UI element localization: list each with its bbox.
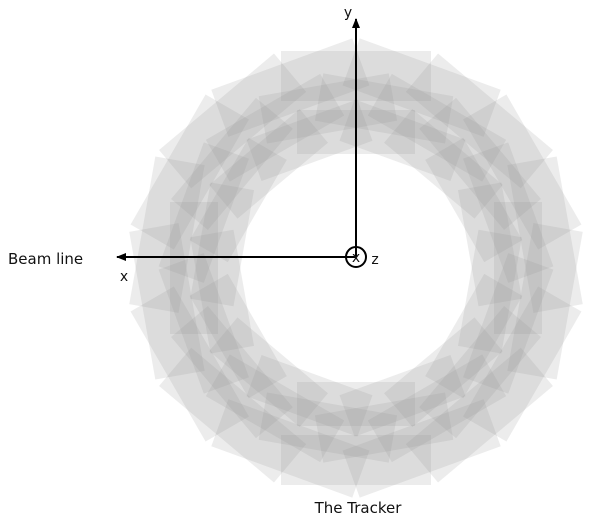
tracker-module — [209, 317, 328, 427]
tracker-module — [425, 137, 523, 263]
tracker-module — [342, 38, 501, 137]
tracker-module — [463, 286, 582, 442]
tracker-module — [171, 97, 293, 230]
tracker-module — [129, 223, 205, 380]
tracker-module — [458, 182, 522, 307]
tracker-ring — [129, 38, 583, 498]
tracker-module — [281, 435, 431, 485]
tracker-module — [258, 73, 398, 144]
tracker-module — [211, 399, 370, 498]
tracker-module — [507, 156, 583, 313]
coordinate-axes: x — [116, 18, 367, 268]
tracker-module — [458, 229, 522, 354]
tracker-module — [246, 99, 373, 182]
tracker-module — [171, 306, 293, 439]
tracker-module — [159, 347, 307, 483]
tracker-module — [190, 182, 254, 307]
tracker-module — [405, 53, 553, 189]
tracker-module — [246, 354, 373, 437]
tracker-module — [205, 73, 345, 182]
z-axis-circle — [345, 246, 367, 268]
tracker-module — [158, 253, 249, 394]
tracker-module — [384, 317, 503, 427]
tracker-module — [405, 347, 553, 483]
tracker-module — [463, 94, 582, 250]
tracker-module — [189, 137, 287, 263]
tracker-title: The Tracker — [314, 499, 403, 517]
z-axis-label: z — [371, 252, 378, 268]
tracker-module — [339, 99, 466, 182]
tracker-module — [367, 73, 507, 182]
tracker-module — [129, 156, 205, 313]
beam-line-label: Beam line — [8, 250, 83, 268]
tracker-module — [342, 399, 501, 498]
tracker-module — [130, 94, 249, 250]
tracker-module — [159, 53, 307, 189]
z-axis-marker: x — [352, 250, 360, 266]
tracker-module — [339, 354, 466, 437]
tracker-module — [205, 354, 345, 463]
tracker-module — [130, 286, 249, 442]
tracker-module — [494, 202, 542, 334]
tracker-module — [419, 97, 541, 230]
tracker-module — [419, 306, 541, 439]
x-axis-label: x — [120, 269, 128, 285]
tracker-module — [211, 38, 370, 137]
tracker-module — [209, 109, 328, 219]
y-axis-label: y — [344, 5, 352, 21]
tracker-module — [463, 142, 554, 283]
tracker-module — [258, 392, 398, 463]
tracker-module — [314, 392, 454, 463]
tracker-module — [507, 223, 583, 380]
tracker-module — [190, 229, 254, 354]
tracker-module — [189, 273, 287, 399]
tracker-module — [463, 253, 554, 394]
tracker-module — [297, 382, 415, 426]
tracker-module — [367, 354, 507, 463]
tracker-module — [158, 142, 249, 283]
tracker-module — [384, 109, 503, 219]
tracker-module — [425, 273, 523, 399]
tracker-module — [170, 202, 218, 334]
tracker-module — [314, 73, 454, 144]
